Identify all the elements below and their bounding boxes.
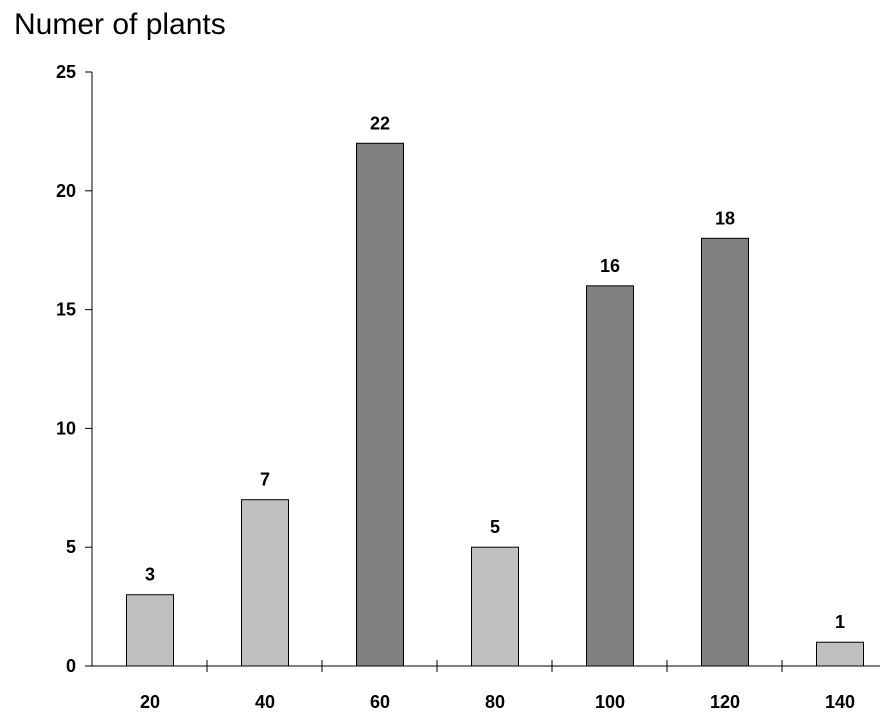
chart-title: Numer of plants [14,8,226,41]
data-label-20: 3 [145,565,155,585]
y-tick-label: 5 [66,537,76,557]
y-tick-label: 0 [66,656,76,676]
data-label-140: 1 [835,612,845,632]
data-label-120: 18 [715,208,735,228]
data-label-60: 22 [370,113,390,133]
bar-20 [126,594,174,667]
data-label-40: 7 [260,470,270,490]
x-tick-label-120: 120 [710,692,740,712]
bar-80 [471,546,519,667]
bar-100 [586,285,634,667]
y-tick-label: 25 [56,62,76,82]
data-labels: 3 7 22 5 16 18 1 [145,113,845,632]
bars [126,142,864,667]
bar-60 [356,142,404,667]
y-tick-label: 15 [56,300,76,320]
x-tick-label-100: 100 [595,692,625,712]
bar-140 [816,641,864,667]
y-tick-label: 20 [56,181,76,201]
x-tick-label-40: 40 [255,692,275,712]
x-tick-label-20: 20 [140,692,160,712]
data-label-100: 16 [600,256,620,276]
x-tick-label-80: 80 [485,692,505,712]
x-tick-label-60: 60 [370,692,390,712]
data-label-80: 5 [490,517,500,537]
y-tick-label: 10 [56,418,76,438]
bar-120 [701,237,749,667]
bar-40 [241,499,289,667]
x-tick-label-140: 140 [825,692,855,712]
